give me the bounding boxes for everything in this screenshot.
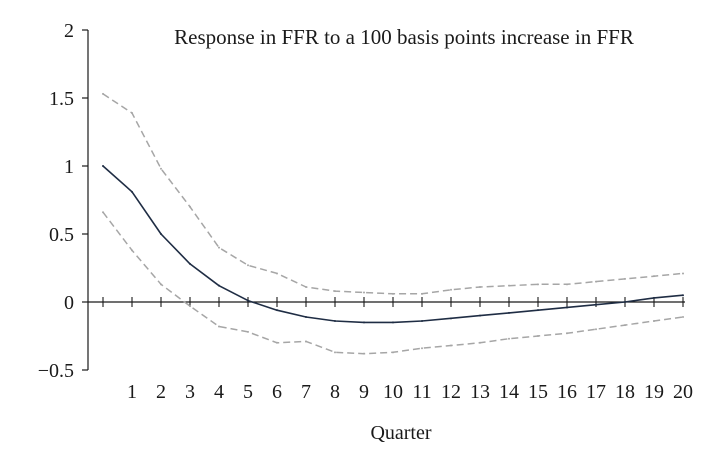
y-tick-label: 1.5 <box>49 88 74 110</box>
response-line-point <box>537 309 539 312</box>
x-tick-label: 14 <box>499 381 519 403</box>
response-line-point <box>450 317 452 320</box>
x-tick-label: 11 <box>412 381 431 403</box>
chart-title: Response in FFR to a 100 basis points in… <box>174 25 634 49</box>
response-line-point <box>189 262 191 265</box>
x-tick-label: 1 <box>127 381 137 403</box>
upper-band-line-point <box>624 277 626 280</box>
x-axis: 1 2 3 4 5 6 7 8 9 10 11 12 13 14 15 16 17 18 19 20 <box>88 297 693 403</box>
upper-band-line-point <box>334 290 336 293</box>
y-tick-label: 2 <box>64 20 74 42</box>
series-layer <box>102 92 684 355</box>
lower-band-line-point <box>131 249 133 252</box>
y-tick-label: 0.5 <box>49 224 74 246</box>
x-tick-label: 18 <box>615 381 635 403</box>
response-line-point <box>392 321 394 324</box>
upper-band-line-point <box>160 167 162 170</box>
lower-band-line-point <box>247 330 249 333</box>
response-line-point <box>508 311 510 314</box>
lower-band-line-point <box>189 305 191 308</box>
response-line-point <box>624 301 626 303</box>
lower-band-line-point <box>479 341 481 344</box>
x-tick-label: 13 <box>470 381 490 403</box>
lower-band-line-point <box>450 344 452 347</box>
response-line-point <box>421 320 423 323</box>
response-line-point <box>653 296 655 299</box>
y-tick-label: −0.5 <box>38 360 74 382</box>
upper-band-line-point <box>218 246 220 249</box>
x-tick-label: 10 <box>383 381 403 403</box>
upper-band-line-point <box>305 286 307 289</box>
x-tick-label: 19 <box>644 381 664 403</box>
response-line-point <box>305 315 307 318</box>
upper-band-line-point <box>450 288 452 291</box>
lower-band-line-point <box>160 283 162 286</box>
upper-band-line-point <box>189 205 191 208</box>
upper-band-line-point <box>421 292 423 295</box>
upper-band-line-point <box>247 264 249 267</box>
upper-band-line-point <box>508 284 510 287</box>
response-line-point <box>595 303 597 306</box>
lower-band-line-point <box>334 351 336 354</box>
response-line-point <box>218 284 220 287</box>
response-line-point <box>160 233 162 235</box>
y-axis: 2 1.5 1 0.5 0 −0.5 <box>38 20 89 382</box>
upper-band-line-point <box>479 286 481 289</box>
lower-band-line-point <box>421 347 423 350</box>
lower-band-line-point <box>653 320 655 323</box>
x-axis-title: Quarter <box>370 422 431 444</box>
upper-band-line-point <box>363 291 365 294</box>
lower-band-line-point <box>537 335 539 337</box>
lower-band-line-point <box>102 211 104 214</box>
lower-band-line-point <box>508 337 510 340</box>
y-tick-label: 0 <box>64 292 74 314</box>
lower-band-line-point <box>566 332 568 335</box>
response-line-point <box>566 306 568 309</box>
lower-band-line-point <box>276 341 278 344</box>
x-tick-label: 15 <box>528 381 548 403</box>
response-line-point <box>102 165 104 167</box>
x-tick-label: 9 <box>359 381 369 403</box>
lower-band-line-point <box>305 340 307 343</box>
x-tick-label: 17 <box>586 381 606 403</box>
upper-band-line-point <box>537 283 539 286</box>
upper-band-line-point <box>276 272 278 275</box>
lower-band-line-point <box>363 352 365 355</box>
x-tick-label: 6 <box>272 381 282 403</box>
upper-band-line-point <box>131 111 133 114</box>
response-line-point <box>363 321 365 324</box>
lower-band-line-point <box>624 324 626 327</box>
response-line-point <box>682 294 684 297</box>
x-tick-label: 3 <box>185 381 195 403</box>
upper-band-line-point <box>392 292 394 295</box>
upper-band-line-point <box>595 280 597 283</box>
upper-band-line-point <box>682 272 684 275</box>
x-tick-label: 4 <box>214 381 224 403</box>
x-tick-label: 8 <box>330 381 340 403</box>
response-line-point <box>276 309 278 312</box>
lower-band-line-point <box>595 328 597 331</box>
upper-band-line-point <box>566 283 568 286</box>
response-line-point <box>334 320 336 323</box>
upper-band-line-point <box>102 92 104 95</box>
x-tick-label: 16 <box>557 381 577 403</box>
x-tick-label: 7 <box>301 381 311 403</box>
lower-band-line <box>102 211 684 355</box>
response-line-point <box>131 190 133 193</box>
x-tick-label: 20 <box>673 381 693 403</box>
lower-band-line-point <box>218 325 220 328</box>
x-tick-label: 2 <box>156 381 166 403</box>
response-line-point <box>247 299 249 302</box>
x-tick-label: 12 <box>441 381 461 403</box>
x-tick-label: 5 <box>243 381 253 403</box>
lower-band-line-point <box>682 315 684 318</box>
response-line-point <box>479 314 481 317</box>
y-tick-label: 1 <box>64 156 74 178</box>
upper-band-line-point <box>653 275 655 278</box>
lower-band-line-point <box>392 351 394 354</box>
